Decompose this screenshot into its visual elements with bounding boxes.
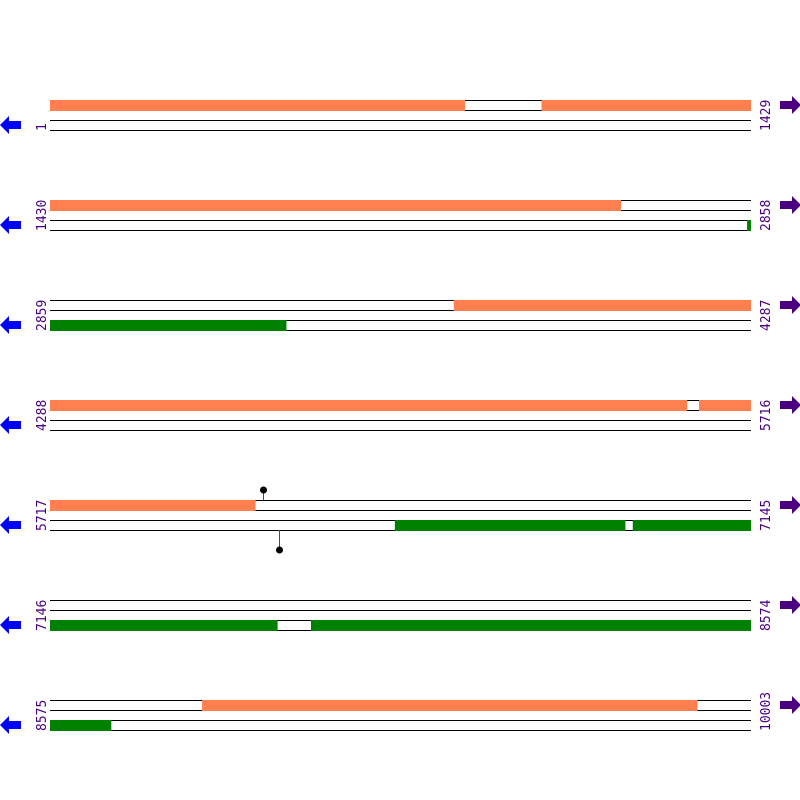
forward-feature: [699, 400, 751, 411]
row-end-label: 4287: [759, 300, 774, 331]
row-start-label: 5717: [35, 500, 50, 531]
row-start-label: 2859: [35, 300, 50, 331]
map-row: 1430 2858: [0, 196, 800, 234]
forward-feature: [541, 100, 751, 111]
row-end-label: 7145: [759, 500, 774, 531]
row-end-label: 10003: [759, 692, 774, 731]
reverse-feature: [50, 720, 112, 731]
reverse-feature: [50, 320, 287, 331]
row-end-label: 8574: [759, 600, 774, 631]
arrow-right-icon: [780, 196, 800, 214]
reverse-feature: [310, 620, 751, 631]
arrow-right-icon: [780, 96, 800, 114]
map-row: 8575 10003: [0, 692, 800, 734]
row-end-label: 1429: [759, 100, 774, 131]
arrow-right-icon: [780, 296, 800, 314]
arrow-left-icon: [0, 416, 21, 434]
forward-feature: [202, 700, 698, 711]
arrow-left-icon: [0, 116, 21, 134]
forward-feature: [50, 500, 256, 511]
reverse-feature: [50, 620, 278, 631]
row-start-label: 7146: [35, 600, 50, 631]
lollipop-head: [276, 546, 283, 554]
forward-feature: [453, 300, 751, 311]
arrow-right-icon: [780, 596, 800, 614]
row-end-label: 5716: [759, 400, 774, 431]
arrow-left-icon: [0, 216, 21, 234]
map-row: 1 1429: [0, 96, 800, 134]
row-start-label: 1430: [35, 200, 50, 231]
arrow-right-icon: [780, 396, 800, 414]
reverse-feature: [747, 220, 751, 231]
reverse-feature: [394, 520, 626, 531]
row-end-label: 2858: [759, 200, 774, 231]
arrow-left-icon: [0, 516, 21, 534]
map-row: 7146 8574: [0, 596, 800, 634]
map-row: 2859 4287: [0, 296, 800, 334]
row-start-label: 4288: [35, 400, 50, 431]
map-row: 4288 5716: [0, 396, 800, 434]
arrow-left-icon: [0, 616, 21, 634]
lollipop-head: [260, 486, 267, 494]
forward-feature: [50, 400, 688, 411]
arrow-right-icon: [780, 496, 800, 514]
reverse-feature: [632, 520, 751, 531]
arrow-left-icon: [0, 316, 21, 334]
arrow-right-icon: [780, 696, 800, 714]
arrow-left-icon: [0, 716, 21, 734]
row-start-label: 8575: [35, 700, 50, 731]
forward-feature: [50, 100, 466, 111]
forward-feature: [50, 200, 622, 211]
row-start-label: 1: [35, 123, 50, 131]
map-row: 5717 7145: [0, 486, 800, 554]
